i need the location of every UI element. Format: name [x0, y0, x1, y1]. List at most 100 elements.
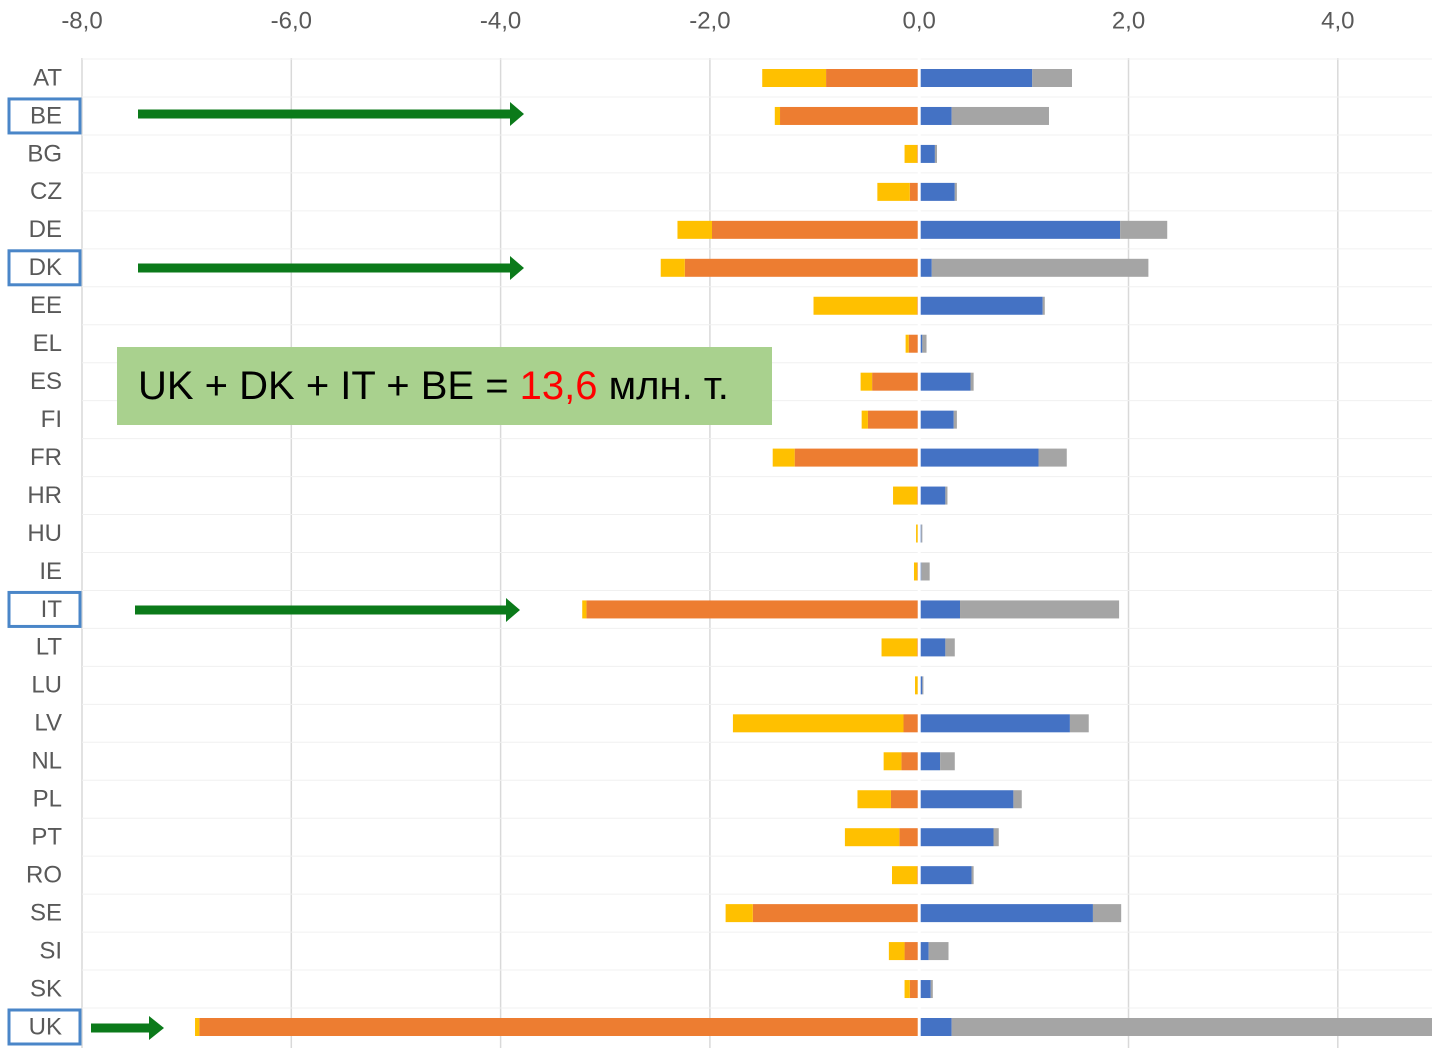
bar	[860, 372, 873, 391]
annotation-text: млн. т.	[598, 364, 729, 408]
bar	[1038, 448, 1067, 467]
bar	[582, 600, 587, 619]
bar	[1032, 69, 1072, 87]
grid	[81, 58, 1432, 1048]
x-tick-label: -8,0	[61, 7, 102, 34]
y-tick-label: IT	[41, 596, 63, 623]
bar	[928, 942, 949, 961]
bar	[877, 182, 910, 201]
y-tick-label: SE	[30, 899, 62, 926]
bar	[919, 600, 961, 619]
bar	[919, 144, 935, 163]
bar	[909, 182, 920, 201]
y-tick-label: AT	[33, 64, 62, 91]
bar	[922, 676, 924, 695]
bar	[919, 790, 1014, 809]
bar	[919, 220, 1121, 239]
bar	[919, 828, 994, 847]
highlight-box	[7, 590, 82, 628]
bar	[893, 486, 918, 505]
bar	[919, 258, 932, 277]
bar	[660, 258, 685, 277]
bar	[919, 904, 1093, 923]
bar	[899, 828, 920, 847]
bar	[919, 486, 946, 505]
y-tick-label: EE	[30, 292, 62, 319]
y-tick-label: PL	[33, 786, 62, 813]
bar	[971, 866, 974, 885]
bar	[684, 258, 920, 277]
bar	[890, 790, 920, 809]
bar	[780, 106, 920, 125]
bar	[772, 448, 795, 467]
bar	[919, 69, 1033, 87]
bar	[921, 524, 923, 543]
x-tick-label: -4,0	[480, 7, 521, 34]
bar	[945, 486, 948, 505]
bar	[905, 334, 909, 353]
y-tick-label: FR	[30, 444, 62, 471]
bar	[930, 980, 933, 999]
bar	[1013, 790, 1022, 809]
y-tick-label: PT	[31, 824, 62, 851]
bar	[725, 904, 753, 923]
bar	[919, 714, 1070, 733]
bar	[993, 828, 999, 847]
bar	[904, 144, 918, 163]
bar	[919, 638, 946, 657]
bar	[881, 638, 918, 657]
bar	[916, 524, 919, 543]
y-tick-label: SK	[30, 975, 62, 1002]
y-tick-label: HU	[27, 520, 62, 547]
y-tick-label: LT	[36, 634, 63, 661]
bar	[883, 752, 902, 771]
bar	[919, 372, 971, 391]
bar	[774, 106, 781, 125]
bar	[1092, 904, 1122, 923]
y-tick-label: UK	[29, 1013, 62, 1040]
bar	[919, 448, 1039, 467]
bar	[954, 182, 957, 201]
bar	[1120, 220, 1168, 239]
bar	[931, 258, 1149, 277]
bar	[752, 904, 920, 923]
bar	[922, 334, 927, 353]
y-tick-label: DK	[29, 254, 62, 281]
y-tick-label: BE	[30, 102, 62, 129]
bar	[919, 410, 954, 429]
x-tick-label: -6,0	[271, 7, 312, 34]
y-tick-label: RO	[26, 862, 62, 889]
bar	[794, 448, 920, 467]
bar	[951, 1018, 1432, 1036]
y-tick-label: CZ	[30, 178, 62, 205]
bar	[903, 714, 920, 733]
bar	[919, 334, 923, 353]
bar	[826, 69, 920, 87]
y-tick-label: NL	[31, 748, 62, 775]
bar	[844, 828, 900, 847]
bar	[1069, 714, 1089, 733]
bar	[970, 372, 974, 391]
bar	[762, 69, 827, 87]
bar	[940, 752, 955, 771]
bars	[195, 69, 1432, 1036]
bar	[861, 410, 868, 429]
annotation-text: UK + DK + IT + BE =	[138, 364, 520, 408]
bar	[915, 676, 919, 695]
bar	[953, 410, 957, 429]
highlight-box	[7, 249, 82, 287]
bar	[732, 714, 904, 733]
bar	[919, 1018, 952, 1036]
bar	[951, 106, 1049, 125]
bar	[195, 1018, 200, 1036]
bar	[913, 562, 918, 581]
y-tick-label: BG	[27, 140, 62, 167]
x-tick-label: 4,0	[1321, 7, 1354, 34]
bar	[919, 106, 952, 125]
bar	[934, 144, 937, 163]
y-tick-label: IE	[39, 558, 62, 585]
y-tick-label: HR	[27, 482, 62, 509]
x-tick-label: -2,0	[689, 7, 730, 34]
arrows	[91, 102, 524, 1040]
bar	[908, 334, 920, 353]
